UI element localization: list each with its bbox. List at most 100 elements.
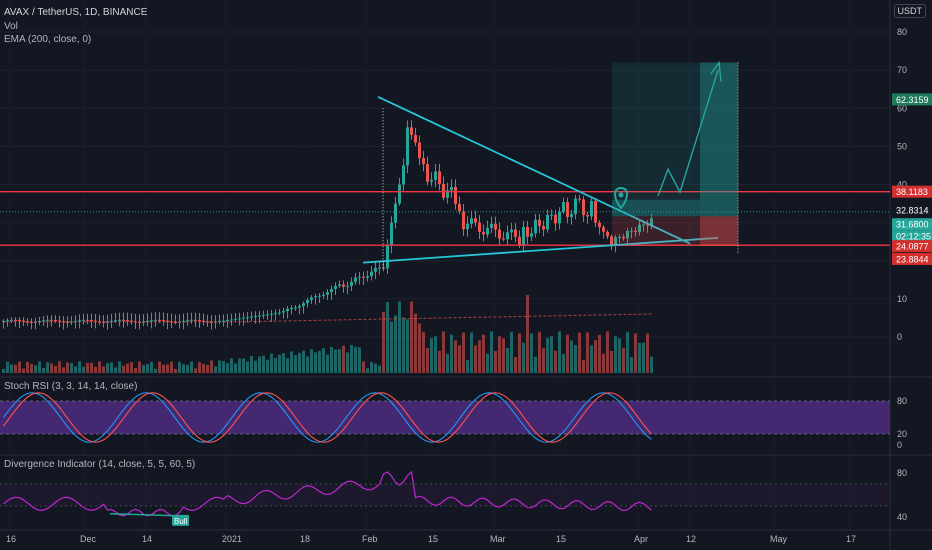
x-tick-label: 17 — [846, 534, 856, 544]
position-fill — [612, 199, 700, 217]
candle-body — [410, 127, 413, 135]
y-tick-label: 80 — [897, 27, 907, 37]
candle-body — [174, 322, 177, 324]
volume-bar — [370, 362, 373, 373]
candle-body — [338, 284, 341, 286]
candle-body — [406, 127, 409, 166]
candle-body — [346, 285, 349, 287]
volume-bar — [634, 333, 637, 373]
volume-bar — [294, 355, 297, 373]
price-label-bg — [892, 240, 932, 253]
currency-badge[interactable]: USDT — [893, 4, 926, 18]
volume-bar — [542, 348, 545, 373]
volume-bar — [342, 345, 345, 373]
rsi-tick-label: 80 — [897, 396, 907, 406]
candle-body — [42, 320, 45, 322]
volume-bar — [286, 358, 289, 373]
price-label: 31.6800 — [896, 220, 929, 230]
volume-bar — [134, 368, 137, 373]
x-tick-label: 2021 — [222, 534, 242, 544]
candle-body — [314, 296, 317, 298]
candle-body — [522, 226, 525, 246]
volume-bar — [186, 364, 189, 373]
candle-body — [478, 222, 481, 232]
volume-bar — [74, 366, 77, 373]
volume-bar — [350, 344, 353, 373]
volume-bar — [454, 340, 457, 373]
bull-divergence-line — [109, 512, 181, 517]
volume-bar — [638, 342, 641, 373]
x-tick-label: Dec — [80, 534, 97, 544]
volume-bar — [386, 302, 389, 373]
y-tick-label: 40 — [897, 180, 907, 190]
candle-body — [270, 313, 273, 315]
candle-body — [634, 230, 637, 232]
candle-body — [482, 231, 485, 235]
volume-bar — [10, 364, 13, 373]
candle-body — [22, 320, 25, 322]
volume-bar — [146, 363, 149, 373]
volume-bar — [14, 364, 17, 373]
candle-body — [354, 277, 357, 282]
volume-bar — [82, 366, 85, 373]
volume-bar — [122, 365, 125, 373]
candle-body — [18, 320, 21, 322]
volume-bar — [446, 353, 449, 373]
candle-body — [226, 320, 229, 322]
volume-bar — [202, 363, 205, 373]
candle-body — [534, 219, 537, 234]
candle-body — [538, 219, 541, 226]
candle-body — [190, 319, 193, 321]
volume-bar — [70, 363, 73, 373]
candle-body — [334, 285, 337, 289]
candle-body — [474, 218, 477, 223]
volume-bar — [90, 362, 93, 373]
volume-bar — [54, 365, 57, 373]
position-target-zone-dark — [700, 62, 738, 217]
candle-body — [146, 320, 149, 322]
volume-bar — [430, 338, 433, 373]
candle-body — [394, 203, 397, 223]
candle-body — [326, 292, 329, 295]
volume-bar — [242, 358, 245, 373]
volume-bar — [22, 368, 25, 373]
x-tick-label: Apr — [634, 534, 648, 544]
candle-body — [434, 171, 437, 180]
candle-body — [278, 312, 281, 314]
volume-bar — [466, 359, 469, 373]
candle-body — [222, 320, 225, 322]
candle-body — [506, 232, 509, 240]
volume-bar — [450, 334, 453, 373]
volume-bar — [166, 364, 169, 373]
y-tick-label: 0 — [897, 332, 902, 342]
volume-label: Vol — [4, 21, 18, 32]
candle-body — [50, 319, 53, 321]
candle-body — [298, 306, 301, 308]
candle-body — [438, 171, 441, 184]
candle-body — [490, 223, 493, 228]
volume-bar — [278, 354, 281, 373]
candle-body — [638, 224, 641, 232]
x-tick-label: Mar — [490, 534, 506, 544]
candle-body — [350, 281, 353, 286]
volume-bar — [502, 338, 505, 373]
candle-body — [166, 320, 169, 322]
volume-bar — [346, 352, 349, 373]
stoch-rsi-k-line — [3, 392, 652, 443]
price-label: 24.0877 — [896, 242, 929, 252]
price-label-bg — [892, 185, 932, 198]
candle-body — [450, 186, 453, 191]
divergence-band — [0, 484, 890, 506]
volume-bar — [314, 352, 317, 373]
y-tick-label: 50 — [897, 141, 907, 151]
volume-bar — [290, 351, 293, 373]
candle-body — [566, 202, 569, 218]
volume-bar — [206, 364, 209, 373]
candle-body — [262, 314, 265, 316]
volume-bar — [494, 350, 497, 373]
volume-bar — [422, 331, 425, 373]
volume-bar — [530, 333, 533, 373]
volume-bar — [498, 336, 501, 373]
volume-bar — [490, 331, 493, 373]
